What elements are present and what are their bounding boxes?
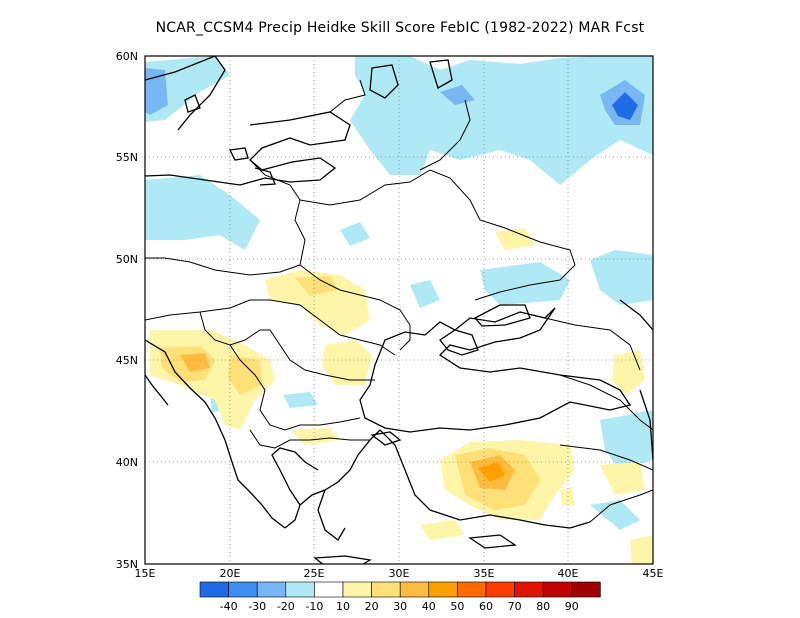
shade-anatolia-40 <box>478 462 505 482</box>
lat-tick-60: 60N <box>116 50 138 63</box>
map-title: NCAR_CCSM4 Precip Heidke Skill Score Feb… <box>155 20 645 36</box>
coast-black-sea <box>359 307 632 433</box>
legend-label-5: 20 <box>365 600 379 613</box>
country-borders <box>145 79 653 523</box>
lat-tick-50: 50N <box>116 253 138 266</box>
coast-gotland <box>184 94 201 113</box>
map-frame <box>144 55 654 565</box>
legend-label-12: 90 <box>565 600 579 613</box>
shade-russia-north <box>350 56 653 185</box>
shade-caspian <box>590 250 653 305</box>
coast-ladoga <box>369 64 399 99</box>
lat-tick-40: 40N <box>116 456 138 469</box>
coast-gulf-of-finland <box>145 56 351 186</box>
shade-moscow <box>440 85 475 105</box>
legend-label-6: 30 <box>393 600 407 613</box>
lat-tick-55: 55N <box>116 151 138 164</box>
coast-greece <box>271 429 381 541</box>
shade-med-s <box>420 520 465 540</box>
shade-romania <box>322 340 372 385</box>
longitude-ticks: 15E 20E 25E 30E 35E 40E 45E <box>135 567 664 580</box>
shade-carpathian <box>265 270 370 335</box>
legend-label-10: 70 <box>508 600 522 613</box>
latitude-ticks: 60N 55N 50N 45N 40N 35N <box>116 50 138 571</box>
legend-box-5 <box>342 581 372 598</box>
shade-carpathian-core <box>295 276 338 296</box>
legend-box-13 <box>571 581 601 598</box>
shade-northwest-deep <box>145 68 168 115</box>
coast-caspian <box>619 299 653 461</box>
shade-caucasus <box>600 410 653 470</box>
legend-labels: -40 -30 -20 -10 10 20 30 40 50 60 70 80 90 <box>220 600 579 613</box>
lat-tick-45: 45N <box>116 354 138 367</box>
shade-don <box>480 262 570 305</box>
color-legend: -40 -30 -20 -10 10 20 30 40 50 60 70 80 90 <box>199 581 601 613</box>
lon-tick-40: 40E <box>558 567 579 580</box>
legend-box-8 <box>428 581 458 598</box>
coast-crete <box>313 555 372 564</box>
shade-bulgaria <box>290 428 340 445</box>
coast-saaremaa <box>229 147 249 161</box>
legend-box-7 <box>399 581 430 598</box>
legend-box-1 <box>228 581 258 598</box>
coast-italy <box>145 374 169 406</box>
legend-label-9: 60 <box>479 600 493 613</box>
legend-label-2: -20 <box>277 600 295 613</box>
coast-turkey <box>379 429 591 529</box>
shade-kiev <box>340 222 370 246</box>
legend-label-4: 10 <box>336 600 350 613</box>
shade-lithuania <box>145 175 260 250</box>
shade-ukraine-east <box>495 228 535 250</box>
lon-tick-35: 35E <box>474 567 495 580</box>
lon-tick-20: 20E <box>220 567 241 580</box>
legend-box-12 <box>542 581 573 598</box>
legend-label-3: -10 <box>305 600 323 613</box>
coast-crimea <box>439 329 479 356</box>
legend-box-9 <box>457 581 487 598</box>
shade-cyprus <box>560 488 575 505</box>
legend-box-10 <box>485 581 515 598</box>
coast-adriatic <box>145 339 286 529</box>
coastlines <box>145 56 653 564</box>
legend-box-0 <box>199 581 229 598</box>
legend-label-11: 80 <box>536 600 550 613</box>
lon-tick-30: 30E <box>389 567 410 580</box>
legend-label-1: -30 <box>248 600 266 613</box>
shade-croatia-core <box>180 353 210 372</box>
lon-tick-25: 25E <box>304 567 325 580</box>
shade-se-corner <box>630 535 653 564</box>
shade-iran <box>590 500 640 530</box>
legend-box-11 <box>514 581 544 598</box>
legend-box-2 <box>256 581 287 598</box>
coast-finland <box>177 56 226 131</box>
skill-score-shading <box>145 56 653 564</box>
shade-serbia <box>283 392 318 408</box>
shade-bosnia <box>228 355 262 395</box>
coast-cyprus <box>468 534 517 549</box>
legend-box-3 <box>285 581 315 598</box>
coast-azov <box>473 304 531 327</box>
legend-box-4 <box>314 581 344 598</box>
shade-east-turkey <box>600 462 645 495</box>
shade-volga-core <box>612 92 638 120</box>
lat-tick-35: 35N <box>116 558 138 571</box>
legend-label-0: -40 <box>220 600 238 613</box>
shade-moldova <box>410 280 440 308</box>
graticule <box>145 56 653 564</box>
coast-onega <box>429 59 453 89</box>
legend-label-8: 50 <box>450 600 464 613</box>
legend-box-6 <box>371 581 401 598</box>
coast-gulf-of-riga <box>254 167 276 186</box>
coast-marmara <box>370 431 402 446</box>
legend-label-7: 40 <box>422 600 436 613</box>
lon-tick-45: 45E <box>643 567 664 580</box>
lon-tick-15: 15E <box>135 567 156 580</box>
legend-color-boxes <box>199 581 601 598</box>
